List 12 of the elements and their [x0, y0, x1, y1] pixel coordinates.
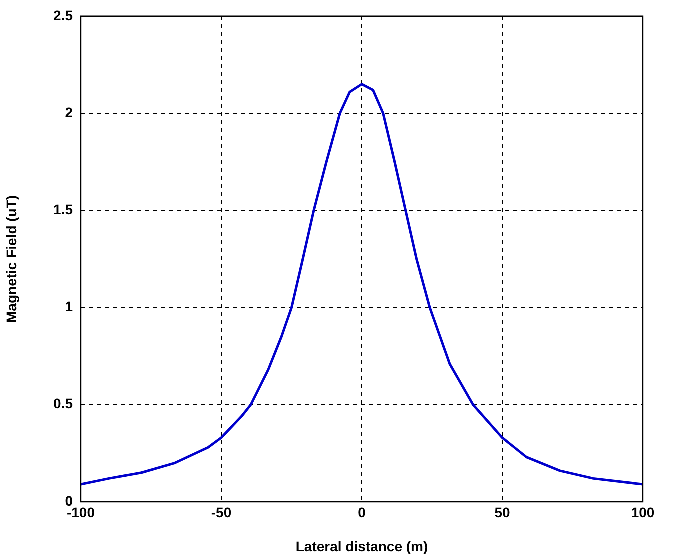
y-tick-label: 2.5 [54, 7, 74, 24]
y-tick-label: 0 [65, 492, 74, 509]
x-tick-label: 0 [358, 504, 366, 520]
x-tick-label: -50 [211, 504, 232, 520]
y-axis-title: Magnetic Field (uT) [3, 195, 20, 323]
x-axis-title: Lateral distance (m) [296, 538, 428, 554]
y-tick-label: 1.5 [54, 202, 74, 218]
y-tick-label: 0.5 [54, 396, 74, 412]
y-tick-label: 1 [65, 298, 74, 315]
y-tick-label: 2 [65, 104, 74, 120]
x-tick-label: 50 [494, 504, 510, 520]
x-tick-label: 100 [631, 504, 655, 520]
